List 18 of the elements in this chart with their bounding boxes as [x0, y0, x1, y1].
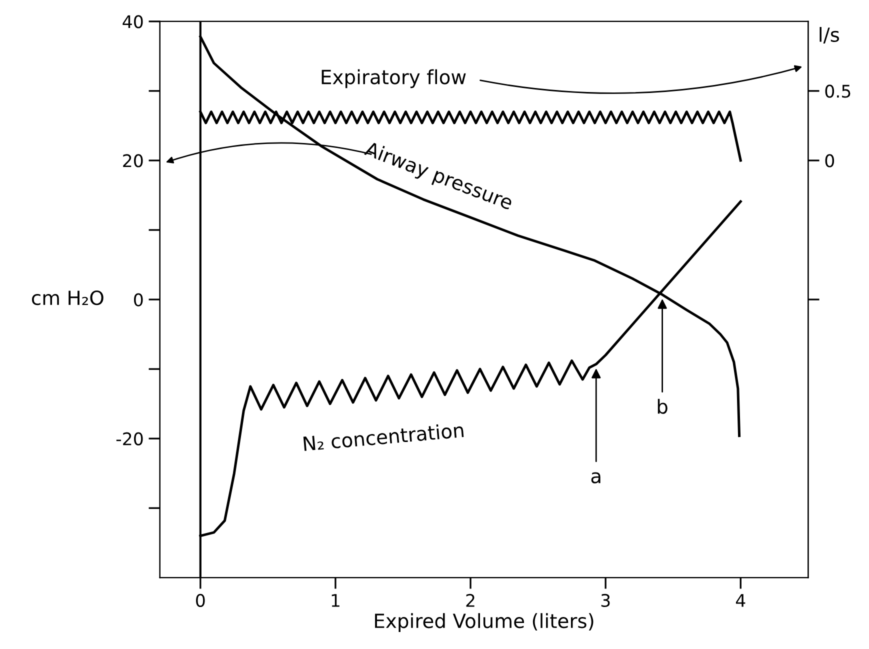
y-tick-label: -20 — [116, 432, 143, 446]
y-tick-label: 40 — [122, 15, 143, 28]
series-label: N₂ concentration — [303, 422, 464, 452]
annotation: a — [591, 472, 600, 484]
annotation: b — [658, 398, 668, 414]
x-tick-label: 3 — [601, 594, 610, 608]
y2-axis-title: l/s — [820, 26, 840, 44]
y-axis-title: cm H₂O — [32, 290, 104, 306]
x-tick-label: 4 — [736, 594, 746, 607]
x-tick-label: 0 — [196, 594, 205, 608]
x-tick-label: 2 — [466, 594, 474, 607]
y2-tick-label: 0.5 — [825, 84, 850, 98]
x-axis-title: Expired Volume (liters) — [375, 613, 594, 632]
x-tick-label: 1 — [332, 594, 340, 607]
series-label: Expiratory flow — [322, 69, 466, 88]
y-tick-label: 0 — [134, 293, 143, 306]
y2-tick-label: 0 — [825, 154, 834, 168]
y-tick-label: 20 — [123, 154, 143, 168]
